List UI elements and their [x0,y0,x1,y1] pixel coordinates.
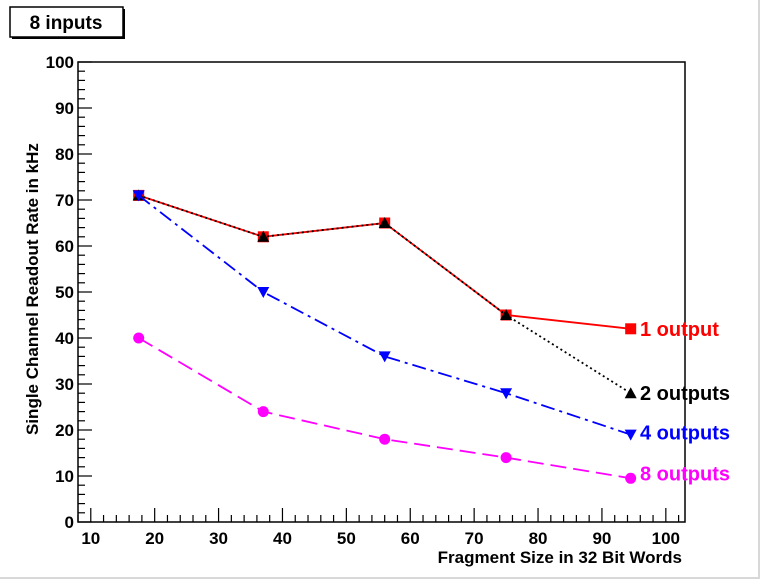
data-point-4-outputs [257,287,270,298]
title-box: 8 inputs [9,6,125,39]
y-axis-label: Single Channel Readout Rate in kHz [23,143,42,435]
chart-title: 8 inputs [30,13,103,34]
data-point-2-outputs [624,387,637,399]
data-point-4-outputs [132,190,145,202]
series-line-8-outputs [138,337,631,480]
series-labels: 1 output 2 outputs 4 outputs 8 outputs [640,319,730,486]
data-point-2-outputs [500,309,513,320]
y-tick-label: 50 [55,283,74,302]
y-tick-label: 90 [55,99,74,118]
series-8-outputs [133,332,637,484]
x-tick-label: 80 [529,529,548,548]
series-line-4-outputs [138,194,631,436]
y-tick-label: 10 [55,467,74,486]
data-point-8-outputs [379,433,391,445]
data-point-8-outputs [133,332,145,344]
y-tick-label: 80 [55,145,74,164]
x-tick-label: 100 [652,529,680,548]
y-tick-label: 70 [55,191,74,210]
x-tick-label: 30 [209,529,228,548]
series-4-outputs [132,190,637,441]
y-tick-label: 20 [55,421,74,440]
x-axis-label: Fragment Size in 32 Bit Words [438,548,682,567]
series-label-4-outputs: 4 outputs [640,422,730,444]
series-layer [132,189,637,484]
x-tick-label: 70 [465,529,484,548]
y-tick-label: 100 [46,53,74,72]
series-label-1-output: 1 output [640,319,719,341]
x-tick-label: 40 [273,529,292,548]
y-tick-label: 40 [55,329,74,348]
y-tick-label: 0 [65,513,74,532]
data-point-8-outputs [625,472,637,484]
axes: 10 20 30 40 50 60 70 80 90 100 0 10 20 30 40 50 60 70 80 90… [46,53,680,548]
data-point-4-outputs [378,351,391,363]
data-point-8-outputs [500,452,512,464]
x-tick-label: 20 [145,529,164,548]
data-point-2-outputs [257,230,270,242]
data-point-2-outputs [378,217,391,228]
x-tick-label: 90 [592,529,611,548]
data-point-4-outputs [500,388,513,400]
x-tick-label: 50 [337,529,356,548]
y-tick-label: 30 [55,375,74,394]
data-point-4-outputs [624,429,637,441]
x-tick-label: 10 [81,529,100,548]
x-tick-label: 60 [401,529,420,548]
series-label-2-outputs: 2 outputs [640,383,730,405]
data-point-1-output [625,323,637,335]
data-point-8-outputs [257,406,269,418]
series-label-8-outputs: 8 outputs [640,464,730,486]
y-tick-label: 60 [55,237,74,256]
